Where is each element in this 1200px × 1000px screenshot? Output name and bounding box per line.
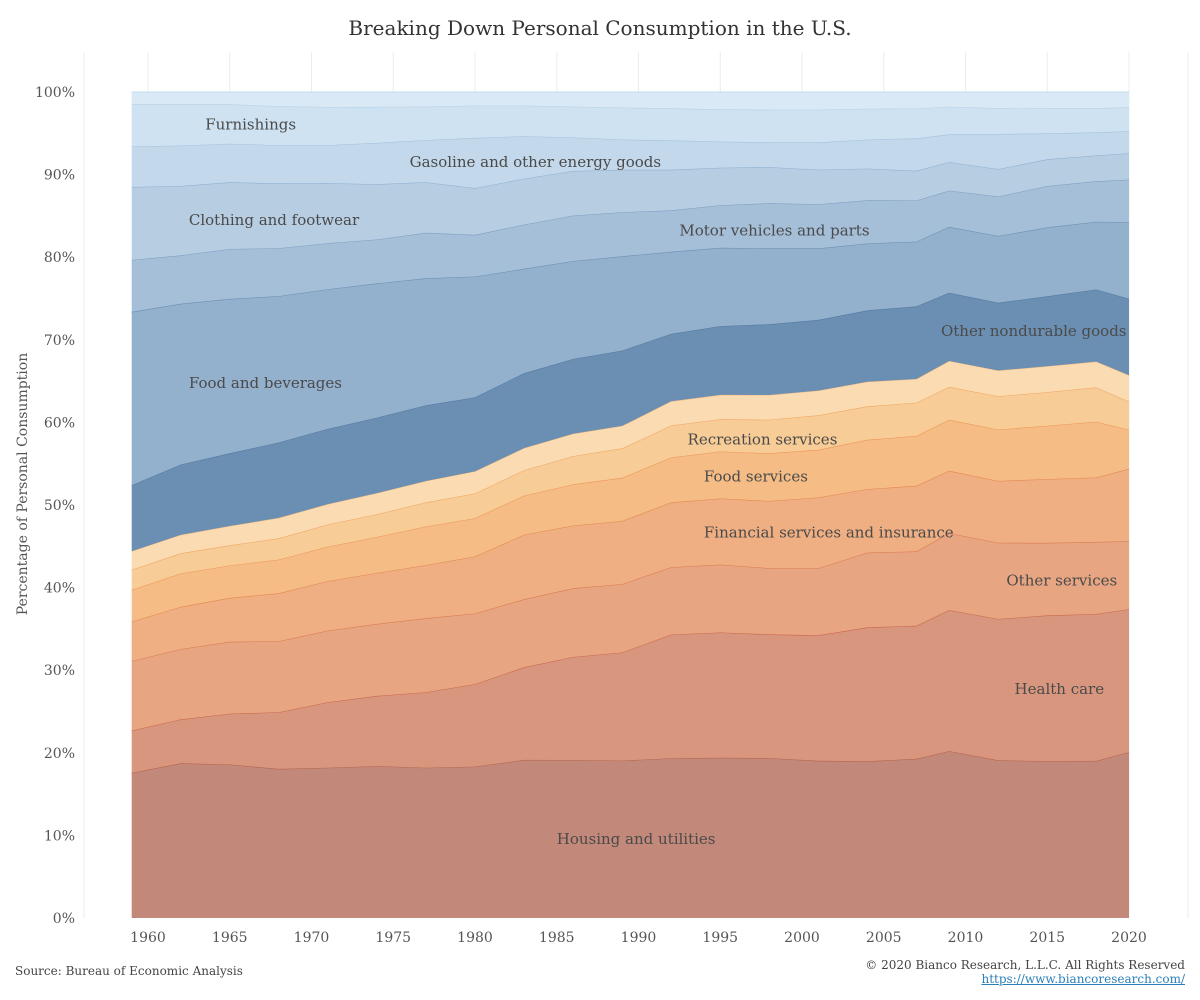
area-2 — [131, 533, 1129, 731]
x-tick-label: 1965 — [212, 930, 248, 946]
copyright-block: © 2020 Bianco Research, L.L.C. All Right… — [865, 958, 1185, 986]
series-label: Furnishings — [205, 115, 296, 133]
x-tick-label: 2000 — [784, 930, 820, 946]
y-tick-label: 10% — [44, 828, 75, 844]
y-tick-label: 70% — [44, 333, 75, 349]
y-axis-label: Percentage of Personal Consumption — [15, 353, 31, 615]
series-label: Other nondurable goods — [941, 322, 1127, 340]
area-13 — [131, 92, 1129, 110]
series-label: Clothing and footwear — [189, 211, 360, 229]
area-5 — [131, 386, 1129, 590]
area-series — [131, 91, 1130, 918]
y-tick-label: 80% — [44, 250, 75, 266]
y-tick-label: 30% — [44, 663, 75, 679]
area-8 — [131, 221, 1129, 486]
series-labels: Furnishings Gasoline and other energy goo… — [189, 115, 1127, 848]
x-tick-label: 1980 — [457, 930, 493, 946]
x-tick-label: 2020 — [1111, 930, 1147, 946]
series-label: Other services — [1006, 572, 1117, 590]
series-label: Food services — [704, 468, 808, 486]
copyright-text: © 2020 Bianco Research, L.L.C. All Right… — [865, 958, 1185, 972]
x-tick-label: 1975 — [375, 930, 411, 946]
chart-title: Breaking Down Personal Consumption in th… — [348, 16, 852, 40]
y-tick-label: 50% — [44, 498, 75, 514]
series-label: Health care — [1015, 680, 1105, 698]
x-tick-label: 1995 — [702, 930, 738, 946]
area-3 — [131, 468, 1129, 662]
y-axis-ticks: 0% 10% 20% 30% 40% 50% 60% 70% 80% 90% 100% — [35, 85, 75, 927]
source-note: Source: Bureau of Economic Analysis — [15, 964, 243, 978]
area-1 — [131, 609, 1129, 773]
y-tick-label: 0% — [53, 911, 75, 927]
series-label: Recreation services — [688, 430, 838, 448]
series-label: Food and beverages — [189, 374, 342, 392]
x-tick-label: 1970 — [294, 930, 330, 946]
area-6 — [131, 361, 1129, 570]
y-tick-label: 20% — [44, 746, 75, 762]
series-label: Financial services and insurance — [704, 524, 954, 542]
x-tick-label: 1985 — [539, 930, 575, 946]
series-label: Gasoline and other energy goods — [410, 153, 661, 171]
series-label: Housing and utilities — [557, 830, 716, 848]
y-tick-label: 90% — [44, 168, 75, 184]
area-0 — [131, 751, 1129, 918]
y-tick-label: 60% — [44, 415, 75, 431]
area-7 — [131, 289, 1129, 552]
x-tick-label: 2005 — [866, 930, 902, 946]
area-9 — [131, 179, 1129, 312]
website-link[interactable]: https://www.biancoresearch.com/ — [981, 972, 1185, 986]
x-tick-label: 2015 — [1029, 930, 1065, 946]
series-label: Motor vehicles and parts — [679, 221, 869, 239]
area-edge-2 — [131, 532, 1130, 662]
x-tick-label: 1990 — [621, 930, 657, 946]
y-tick-label: 40% — [44, 581, 75, 597]
area-12 — [131, 104, 1129, 147]
y-tick-label: 100% — [35, 85, 75, 101]
area-4 — [131, 419, 1129, 622]
area-10 — [131, 153, 1129, 260]
area-11 — [131, 131, 1129, 189]
x-axis-ticks: 1960 1965 1970 1975 1980 1985 1990 1995 2000 2005… — [130, 930, 1147, 946]
x-tick-label: 2010 — [948, 930, 984, 946]
x-tick-label: 1960 — [130, 930, 166, 946]
